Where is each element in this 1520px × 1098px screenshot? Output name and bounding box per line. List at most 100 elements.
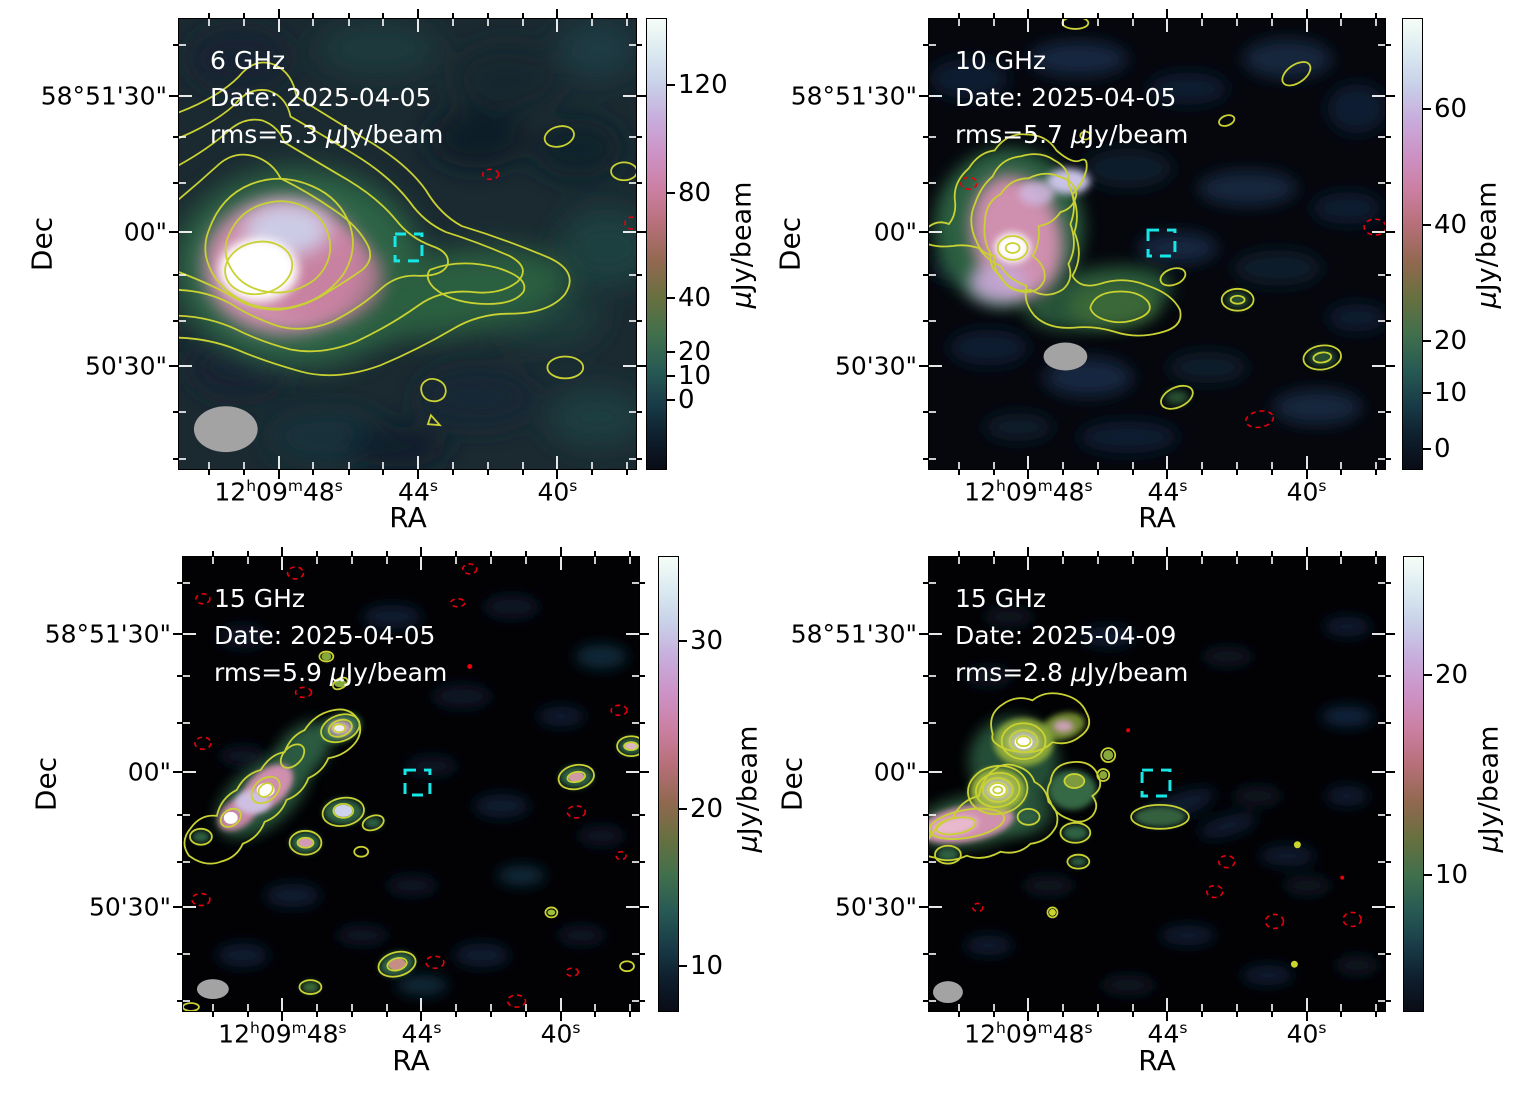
x-minor-tick	[1131, 1004, 1134, 1011]
x-minor-tick	[486, 462, 489, 469]
x-tick-superscript: s	[1179, 477, 1188, 495]
x-tick-text: 40	[1286, 1019, 1319, 1049]
x-minor-tick-outer	[524, 551, 527, 556]
x-minor-tick	[1340, 19, 1343, 26]
colorbar-tick-label: 10	[1434, 377, 1468, 408]
x-minor-tick-outer	[1340, 13, 1343, 18]
x-tick-text: 48	[1052, 1019, 1085, 1049]
x-minor-tick-outer	[1375, 470, 1378, 475]
x-tick-superscript: s	[1084, 477, 1093, 495]
colorbar-tick-label: 60	[1434, 94, 1468, 124]
x-minor-tick	[591, 19, 594, 26]
x-minor-tick	[1062, 1004, 1065, 1011]
colorbar-tick	[678, 807, 687, 810]
y-tick-label: 00"	[123, 217, 167, 247]
x-tick-superscript: m	[1037, 477, 1053, 495]
x-minor-tick-outer	[591, 470, 594, 475]
x-major-tick	[1305, 557, 1308, 570]
x-minor-tick-outer	[486, 470, 489, 475]
y-major-tick-outer	[1386, 364, 1395, 367]
x-minor-tick-outer	[351, 551, 354, 556]
x-minor-tick-outer	[1375, 13, 1378, 18]
x-tick-label: 12h09m48s	[964, 477, 1092, 506]
noise-texture	[216, 594, 628, 996]
y-minor-tick	[183, 721, 190, 724]
x-tick-label: 40s	[1287, 477, 1327, 506]
x-minor-tick-outer	[1201, 551, 1204, 556]
x-minor-tick-outer	[524, 1012, 527, 1017]
x-tick-superscript: s	[1318, 1019, 1327, 1037]
x-minor-tick	[1131, 557, 1134, 564]
y-minor-tick	[929, 952, 936, 955]
x-minor-tick-outer	[1270, 470, 1273, 475]
colorbar-label-mu: μ	[726, 291, 758, 309]
y-minor-tick	[1378, 411, 1385, 414]
colorbar-tick	[1422, 447, 1431, 450]
x-major-tick-outer	[559, 547, 562, 556]
x-minor-tick	[385, 557, 388, 564]
y-major-tick	[623, 364, 636, 367]
y-major-tick	[1372, 364, 1385, 367]
x-minor-tick-outer	[1270, 13, 1273, 18]
x-minor-tick	[1270, 19, 1273, 26]
x-minor-tick	[455, 557, 458, 564]
y-minor-tick	[183, 999, 190, 1002]
x-tick-label: 44s	[402, 1019, 442, 1048]
x-major-tick-outer	[277, 470, 280, 479]
x-minor-tick	[490, 1004, 493, 1011]
x-minor-tick	[1236, 557, 1239, 564]
x-minor-tick	[1062, 19, 1065, 26]
y-minor-tick-outer	[923, 182, 928, 185]
x-major-tick	[556, 19, 559, 32]
y-major-tick-outer	[1386, 633, 1395, 636]
x-tick-text: 09	[1005, 477, 1038, 507]
x-tick-text: 12	[218, 1019, 250, 1049]
x-minor-tick	[1375, 1004, 1378, 1011]
x-minor-tick	[242, 462, 245, 469]
y-minor-tick-outer	[923, 674, 928, 677]
x-minor-tick-outer	[1340, 551, 1343, 556]
x-major-tick	[1166, 456, 1169, 469]
y-major-tick-outer	[919, 770, 928, 773]
x-tick-superscript: s	[429, 477, 438, 495]
x-minor-tick	[1375, 462, 1378, 469]
x-minor-tick	[958, 557, 961, 564]
y-major-tick-outer	[637, 94, 646, 97]
x-minor-tick-outer	[626, 470, 629, 475]
y-major-tick-outer	[1386, 94, 1395, 97]
x-major-tick	[556, 456, 559, 469]
x-minor-tick-outer	[246, 551, 249, 556]
y-minor-tick	[929, 411, 936, 414]
y-minor-tick	[1378, 814, 1385, 817]
x-major-tick	[420, 998, 423, 1011]
y-minor-tick	[1378, 457, 1385, 460]
y-minor-tick	[632, 952, 639, 955]
y-major-tick	[623, 230, 636, 233]
x-axis-label: RA	[389, 501, 427, 534]
x-tick-label: 12h09m48s	[214, 477, 342, 506]
x-minor-tick-outer	[312, 13, 315, 18]
y-major-tick-outer	[640, 905, 649, 908]
x-tick-text: 44	[398, 477, 430, 507]
y-major-tick	[929, 770, 942, 773]
target-box	[1146, 228, 1177, 258]
x-tick-label: 12h09m48s	[964, 1019, 1092, 1048]
y-minor-tick-outer	[173, 182, 178, 185]
x-minor-tick	[1097, 462, 1100, 469]
y-major-tick-outer	[919, 94, 928, 97]
x-minor-tick-outer	[958, 13, 961, 18]
y-axis-label: Dec	[25, 216, 59, 272]
x-minor-tick	[351, 1004, 354, 1011]
y-major-tick	[183, 905, 196, 908]
x-minor-tick-outer	[1270, 1012, 1273, 1017]
x-minor-tick	[524, 557, 527, 564]
x-minor-tick	[486, 19, 489, 26]
y-minor-tick-outer	[173, 457, 178, 460]
radio-map-10ghz	[929, 19, 1385, 469]
y-major-tick	[623, 94, 636, 97]
negative-dot	[1126, 728, 1131, 733]
y-minor-tick	[632, 861, 639, 864]
x-minor-tick-outer	[242, 13, 245, 18]
x-tick-superscript: s	[334, 477, 343, 495]
y-minor-tick-outer	[1386, 861, 1391, 864]
